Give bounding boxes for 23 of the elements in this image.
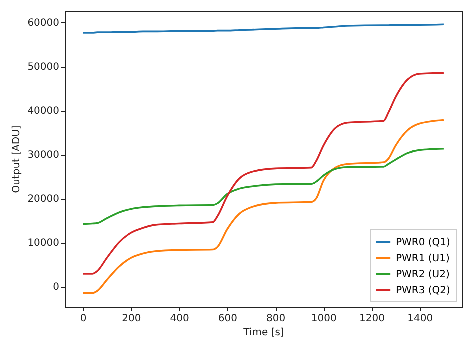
legend-label: PWR0 (Q1)	[396, 238, 451, 248]
y-tick-label: 60000	[28, 18, 60, 29]
y-tick-label: 10000	[28, 238, 60, 250]
line-series	[82, 148, 445, 226]
x-tick-label: 1400	[408, 314, 434, 324]
legend-label: PWR1 (U1)	[396, 254, 450, 264]
x-tick-label: 400	[170, 314, 190, 324]
y-tick-label: 20000	[28, 194, 60, 206]
y-tick-label: 0	[53, 282, 60, 294]
x-tick-label: 0	[80, 314, 87, 324]
legend-label: PWR2 (U2)	[396, 270, 450, 280]
line-series	[82, 24, 445, 34]
x-tick-label: 600	[218, 314, 238, 324]
y-tick-label: 50000	[28, 62, 60, 73]
y-axis-title: Output [ADU]	[12, 126, 23, 194]
legend-label: PWR3 (Q2)	[396, 286, 451, 296]
x-axis-title: Time [s]	[242, 328, 284, 338]
x-tick-label: 1000	[311, 314, 337, 324]
x-tick-label: 800	[266, 314, 286, 324]
x-tick-label: 1200	[360, 314, 385, 324]
y-tick-label: 30000	[28, 150, 60, 162]
x-tick-label: 200	[122, 314, 142, 324]
y-tick-label: 40000	[28, 106, 60, 118]
